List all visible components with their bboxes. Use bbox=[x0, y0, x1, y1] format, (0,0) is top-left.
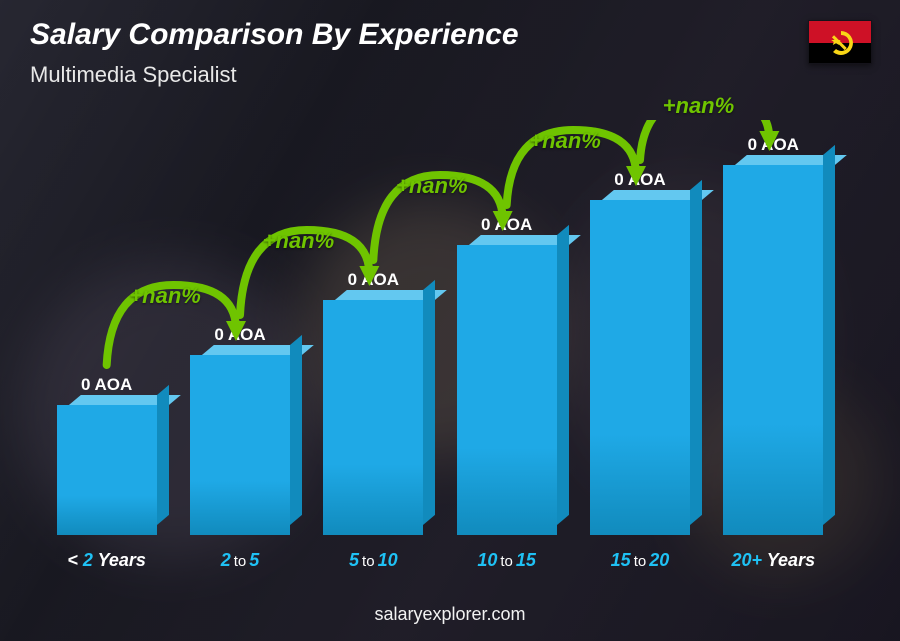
x-label-3: 10to15 bbox=[448, 550, 566, 571]
x-label-2: 5to10 bbox=[314, 550, 432, 571]
footer-attribution: salaryexplorer.com bbox=[0, 604, 900, 625]
bar-value-label: 0 AOA bbox=[748, 135, 799, 155]
bar-shape bbox=[723, 165, 823, 535]
x-axis: < 2 Years 2to5 5to10 10to15 15to20 20+ Years bbox=[40, 550, 840, 571]
bars-container: 0 AOA 0 AOA 0 AOA 0 AOA 0 AOA 0 AOA bbox=[40, 120, 840, 535]
bar-shape bbox=[323, 300, 423, 535]
bar-shape bbox=[57, 405, 157, 535]
country-flag-angola bbox=[808, 20, 872, 64]
bar-shape bbox=[590, 200, 690, 535]
bar-value-label: 0 AOA bbox=[214, 325, 265, 345]
bar-3: 0 AOA bbox=[448, 215, 566, 535]
increment-label-4: +nan% bbox=[663, 93, 735, 119]
bar-2: 0 AOA bbox=[314, 270, 432, 535]
x-label-0: < 2 Years bbox=[48, 550, 166, 571]
bar-chart: 0 AOA0 AOA0 AOA0 AOA0 AOA0 AOA +nan%+nan… bbox=[40, 120, 840, 571]
bar-value-label: 0 AOA bbox=[614, 170, 665, 190]
bar-value-label: 0 AOA bbox=[481, 215, 532, 235]
bar-shape bbox=[190, 355, 290, 535]
bar-value-label: 0 AOA bbox=[348, 270, 399, 290]
chart-canvas: Salary Comparison By Experience Multimed… bbox=[0, 0, 900, 641]
bar-value-label: 0 AOA bbox=[81, 375, 132, 395]
bar-4: 0 AOA bbox=[581, 170, 699, 535]
chart-title: Salary Comparison By Experience bbox=[30, 18, 519, 52]
chart-subtitle: Multimedia Specialist bbox=[30, 62, 237, 88]
x-label-4: 15to20 bbox=[581, 550, 699, 571]
bar-0: 0 AOA bbox=[48, 375, 166, 535]
x-label-5: 20+ Years bbox=[714, 550, 832, 571]
x-label-1: 2to5 bbox=[181, 550, 299, 571]
bar-5: 0 AOA bbox=[714, 135, 832, 535]
bar-1: 0 AOA bbox=[181, 325, 299, 535]
bar-shape bbox=[457, 245, 557, 535]
